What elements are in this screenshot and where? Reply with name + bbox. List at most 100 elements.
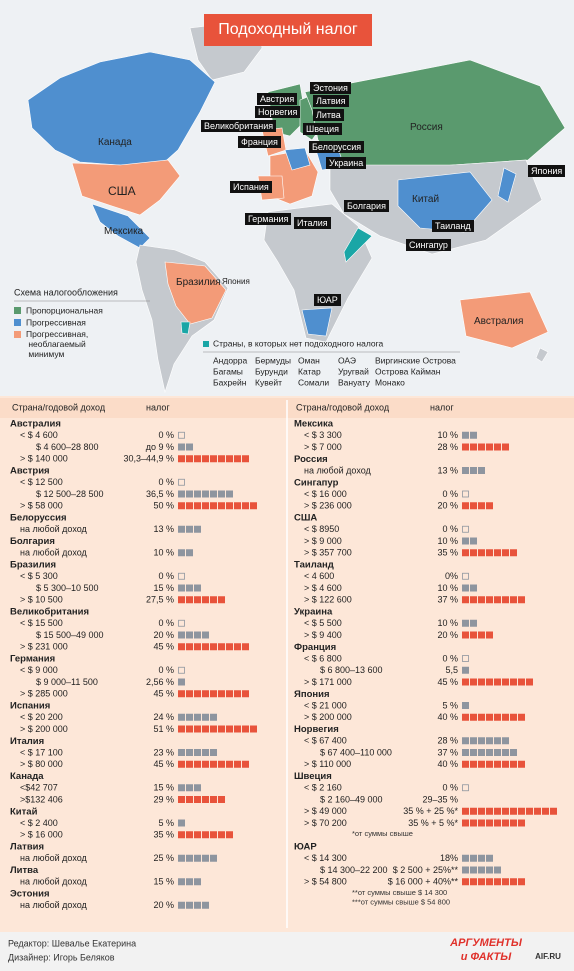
rate-squares	[462, 584, 477, 592]
tax-rate: 0 %	[158, 430, 174, 440]
income-bracket: < $ 3 300	[304, 430, 342, 440]
tax-rate: 45 %	[153, 642, 174, 652]
rate-square	[178, 713, 185, 721]
no-tax-country: Монако	[375, 377, 405, 387]
rate-square	[178, 584, 185, 592]
income-bracket: > $ 9 400	[304, 630, 342, 640]
rate-square	[462, 737, 469, 745]
tax-rate: 45 %	[437, 677, 458, 687]
rate-square	[486, 596, 493, 604]
map-tag: Франция	[238, 136, 281, 148]
legend-label: Прогрессивная	[26, 317, 86, 327]
tax-rate: 25 %	[153, 853, 174, 863]
footnote: ***от суммы свыше $ 54 800	[352, 897, 450, 906]
rate-squares	[178, 713, 217, 721]
income-bracket: < $ 6 800	[304, 653, 342, 663]
country-name: Литва	[10, 865, 39, 876]
rate-square	[202, 725, 209, 733]
tax-rate: 18%	[440, 853, 458, 863]
rate-square	[226, 502, 233, 510]
rate-square	[470, 807, 477, 815]
income-bracket: < $ 17 100	[20, 747, 63, 757]
rate-square	[462, 502, 469, 510]
rate-square	[178, 455, 185, 463]
rate-square	[494, 713, 501, 721]
rate-square	[194, 643, 201, 651]
logo-site: AIF.RU	[535, 952, 561, 961]
footer-editor: Редактор: Шевалье Екатерина	[8, 938, 136, 948]
country-name: США	[294, 513, 317, 524]
rate-square	[486, 737, 493, 745]
rate-square	[194, 631, 201, 639]
rate-squares	[178, 643, 249, 651]
rate-square	[510, 713, 517, 721]
income-bracket: < $ 8950	[304, 524, 339, 534]
rate-square-empty	[178, 478, 185, 486]
rate-square	[486, 866, 493, 874]
no-tax-swatch	[203, 341, 209, 347]
rate-square	[210, 455, 217, 463]
rate-square	[194, 878, 201, 886]
income-bracket: > $ 122 600	[304, 595, 352, 605]
rate-square	[510, 678, 517, 686]
country-name: Мексика	[294, 419, 334, 430]
rate-squares	[462, 854, 493, 862]
tax-rate: до 9 %	[146, 442, 174, 452]
rate-square	[494, 596, 501, 604]
tax-rate: $ 2 500 + 25%**	[393, 865, 459, 875]
rate-squares	[462, 784, 469, 792]
rate-square	[234, 725, 241, 733]
rate-squares	[178, 478, 185, 486]
rate-square	[470, 737, 477, 745]
rate-square	[194, 760, 201, 768]
rate-square	[502, 713, 509, 721]
rate-square	[186, 525, 193, 533]
rate-squares	[462, 631, 493, 639]
map	[27, 19, 566, 394]
no-tax-country: Уругвай	[338, 366, 369, 376]
rate-squares	[462, 537, 477, 545]
rate-square-empty	[178, 431, 185, 439]
rate-square	[486, 713, 493, 721]
rate-square	[178, 443, 185, 451]
rate-squares	[178, 760, 249, 768]
no-tax-country: Бермуды	[255, 355, 291, 365]
tax-rate: 13 %	[437, 465, 458, 475]
rate-square	[186, 725, 193, 733]
rate-square	[478, 737, 485, 745]
rate-square	[486, 549, 493, 557]
map-tag: Эстония	[310, 82, 351, 94]
map-tag: Австрия	[257, 93, 298, 105]
rate-square	[226, 725, 233, 733]
footer-band	[0, 932, 574, 971]
no-tax-country: Багамы	[213, 366, 243, 376]
income-bracket: на любой доход	[20, 853, 88, 863]
income-bracket: > $ 171 000	[304, 677, 352, 687]
rate-square	[250, 725, 257, 733]
rate-square	[178, 678, 185, 686]
rate-square	[470, 631, 477, 639]
income-bracket: > $ 9 000	[304, 536, 342, 546]
rate-square	[226, 831, 233, 839]
income-bracket: $ 15 500–49 000	[36, 630, 104, 640]
map-tag: Болгария	[344, 200, 389, 212]
tax-rate: 0 %	[158, 665, 174, 675]
income-bracket: < 4 600	[304, 571, 334, 581]
no-tax-country: ОАЭ	[338, 355, 356, 365]
rate-square	[226, 760, 233, 768]
rate-square	[486, 807, 493, 815]
rate-square	[178, 596, 185, 604]
rate-squares	[178, 796, 225, 803]
rate-squares	[462, 702, 469, 709]
rate-square	[502, 878, 509, 886]
map-label: Австралия	[474, 316, 524, 327]
rate-square	[502, 549, 509, 557]
rate-square	[510, 878, 517, 886]
rate-square	[242, 725, 249, 733]
rate-square	[202, 502, 209, 510]
rate-square	[470, 549, 477, 557]
rate-square	[494, 737, 501, 745]
rate-square-empty	[462, 784, 469, 792]
rate-square	[194, 725, 201, 733]
